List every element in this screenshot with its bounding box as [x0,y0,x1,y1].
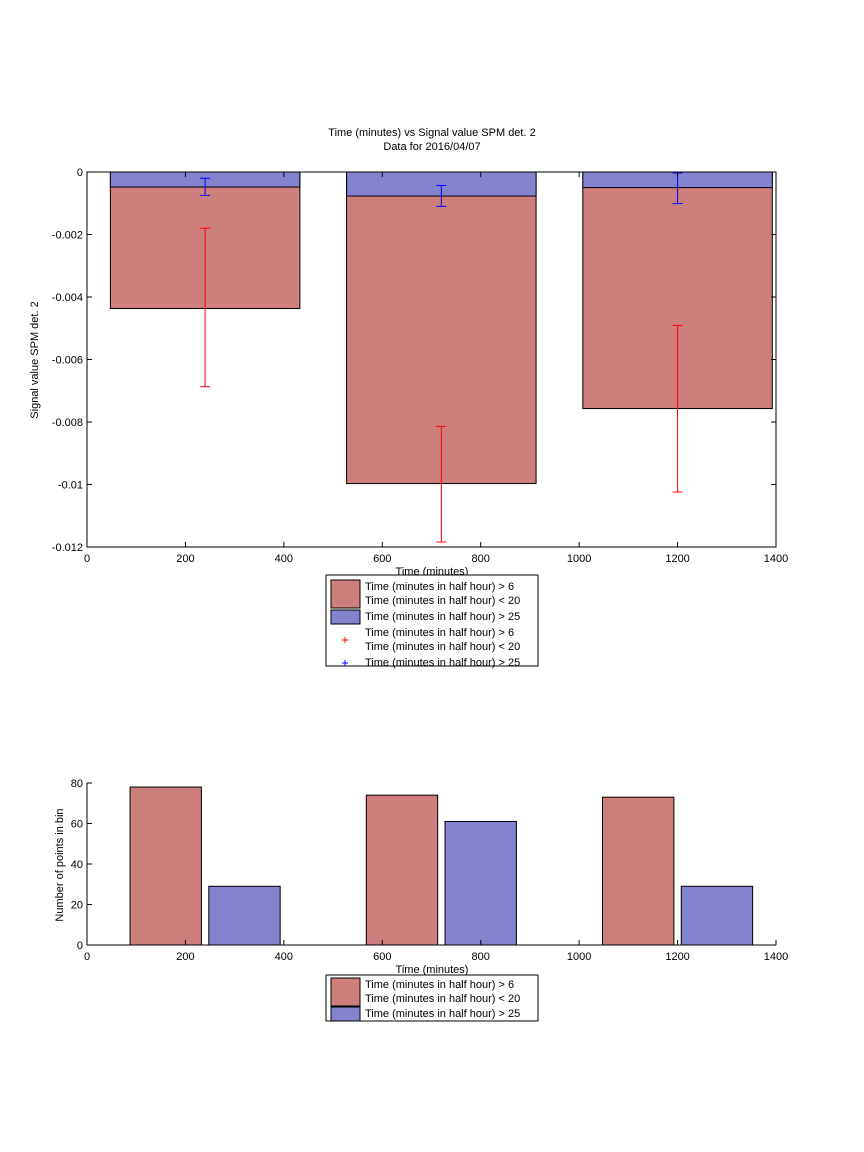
axes-layer: 0 200 400 600 800 1000 1200 1400 0 -0.002 -0.004 -0… [52,167,788,565]
x-tick-label: 1400 [764,951,788,963]
legend-label: Time (minutes in half hour) > 6 [365,581,514,593]
x-tick-label: 200 [176,951,194,963]
x-tick-label: 0 [84,951,90,963]
legend-box [325,574,539,667]
bar-series1 [602,796,675,946]
x-tick-label: 1000 [567,553,591,565]
legend-label: Time (minutes in half hour) < 20 [365,595,520,607]
x-tick-label: 600 [373,951,391,963]
legend-label: Time (minutes in half hour) > 6 [365,627,514,639]
chart-title: Time (minutes) vs Signal value SPM det. … [328,127,535,139]
y-tick-label: 60 [71,819,83,831]
x-tick-label: 800 [472,553,490,565]
legend-label: Time (minutes in half hour) > 25 [365,657,520,669]
y-axis-label: Signal value SPM det. 2 [29,301,41,418]
x-tick-label: 800 [472,951,490,963]
x-tick-label: 0 [84,553,90,565]
x-tick-label: 1200 [665,553,689,565]
y-tick-label: 20 [71,900,83,912]
bar-series1 [365,794,439,946]
x-tick-label: 400 [275,553,293,565]
errorbars-layer [200,172,683,543]
axes-layer: 0 200 400 600 800 1000 1200 1400 0 20 40 60 80 [71,778,788,963]
y-axis-label: Number of points in bin [54,808,66,921]
x-tick-label: 400 [275,951,293,963]
y-tick-label: 40 [71,859,83,871]
y-tick-label: -0.002 [52,230,83,242]
bar-series2 [680,885,754,946]
legend: Time (minutes in half hour) > 6 Time (min… [325,574,539,669]
count-chart: 0 200 400 600 800 1000 1200 1400 0 20 40 60 80 Time … [54,778,788,1022]
bars-layer [129,786,754,946]
signal-chart: Time (minutes) vs Signal value SPM det. … [29,127,788,669]
legend-label: Time (minutes in half hour) < 20 [365,641,520,653]
legend: Time (minutes in half hour) > 6 Time (min… [325,974,539,1022]
legend-swatch-series1 [330,579,361,609]
y-tick-label: -0.006 [52,355,83,367]
legend-label: Time (minutes in half hour) > 6 [365,979,514,991]
legend-swatch-series2 [330,1006,361,1022]
y-tick-label: -0.012 [52,542,83,554]
legend-label: Time (minutes in half hour) > 25 [365,611,520,623]
x-tick-label: 1000 [567,951,591,963]
x-tick-label: 1200 [665,951,689,963]
x-tick-label: 600 [373,553,391,565]
bar-series2 [444,820,517,946]
y-tick-label: 0 [77,940,83,952]
x-axis-label: Time (minutes) [396,964,469,976]
legend-box [325,974,539,1022]
legend-swatch-series2 [330,609,361,625]
legend-label: Time (minutes in half hour) > 25 [365,1008,520,1020]
y-tick-label: -0.008 [52,417,83,429]
y-tick-label: 80 [71,778,83,790]
y-tick-label: 0 [77,167,83,179]
legend-swatch-series1 [330,977,361,1007]
y-tick-label: -0.01 [58,480,83,492]
chart-subtitle: Data for 2016/04/07 [383,141,480,153]
y-tick-label: -0.004 [52,292,83,304]
x-tick-label: 200 [176,553,194,565]
legend-label: Time (minutes in half hour) < 20 [365,993,520,1005]
x-tick-label: 1400 [764,553,788,565]
bar-series1 [129,786,202,946]
bar-series2 [208,885,281,946]
